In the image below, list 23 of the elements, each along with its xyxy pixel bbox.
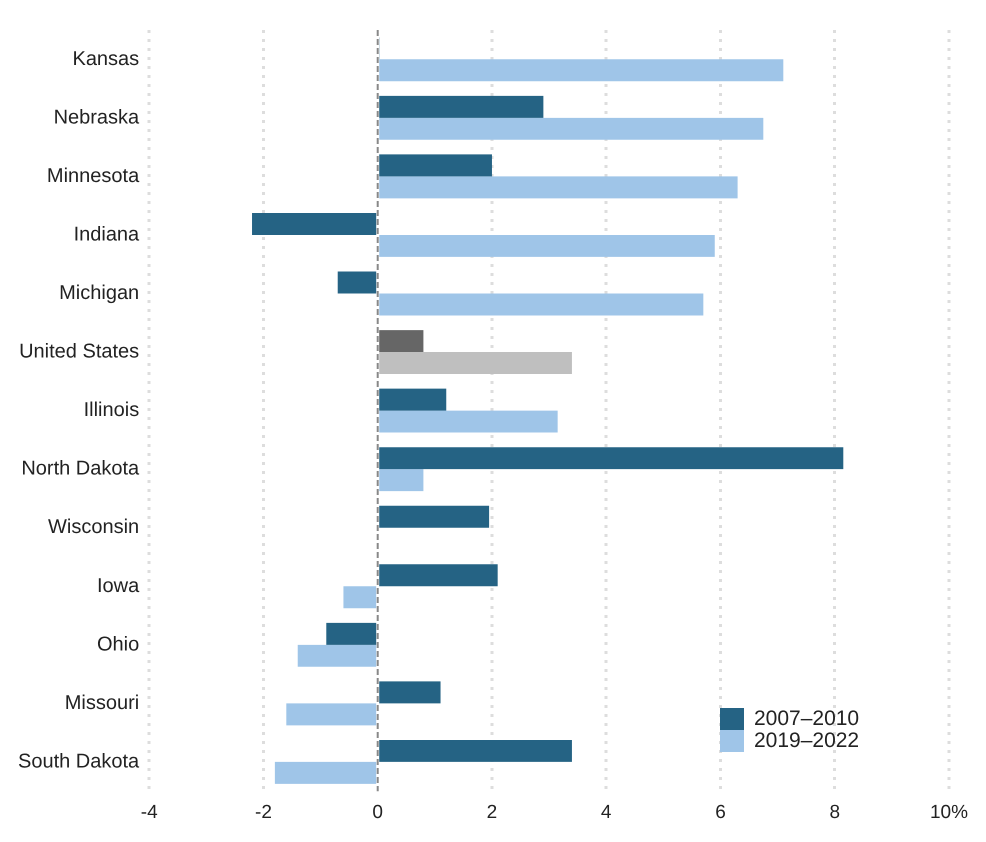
x-tick-label: -4 <box>140 802 158 823</box>
y-tick-label: Kansas <box>72 48 140 70</box>
x-tick-label: 10% <box>930 802 968 823</box>
y-tick-label: Michigan <box>59 282 140 304</box>
x-tick-label: 6 <box>715 802 726 823</box>
y-tick-label: Missouri <box>64 692 140 714</box>
y-tick-label: Nebraska <box>54 106 140 128</box>
y-tick-label: South Dakota <box>18 750 140 772</box>
y-tick-label: United States <box>19 340 140 363</box>
x-tick-label: 8 <box>829 802 840 823</box>
y-tick-label: North Dakota <box>21 458 140 480</box>
y-tick-label: Illinois <box>84 399 140 422</box>
x-tick-label: 2 <box>486 802 498 823</box>
y-tick-label: Indiana <box>74 223 140 246</box>
x-tick-label: 4 <box>600 802 612 823</box>
x-tick-label: -2 <box>254 802 272 823</box>
legend-label: 2019–2022 <box>754 729 860 752</box>
x-tick-label: 0 <box>372 802 383 823</box>
y-tick-label: Minnesota <box>46 164 140 187</box>
y-tick-label: Wisconsin <box>48 516 140 538</box>
legend-label: 2007–2010 <box>754 707 860 730</box>
y-tick-label: Iowa <box>96 574 140 597</box>
y-tick-label: Ohio <box>96 633 140 656</box>
